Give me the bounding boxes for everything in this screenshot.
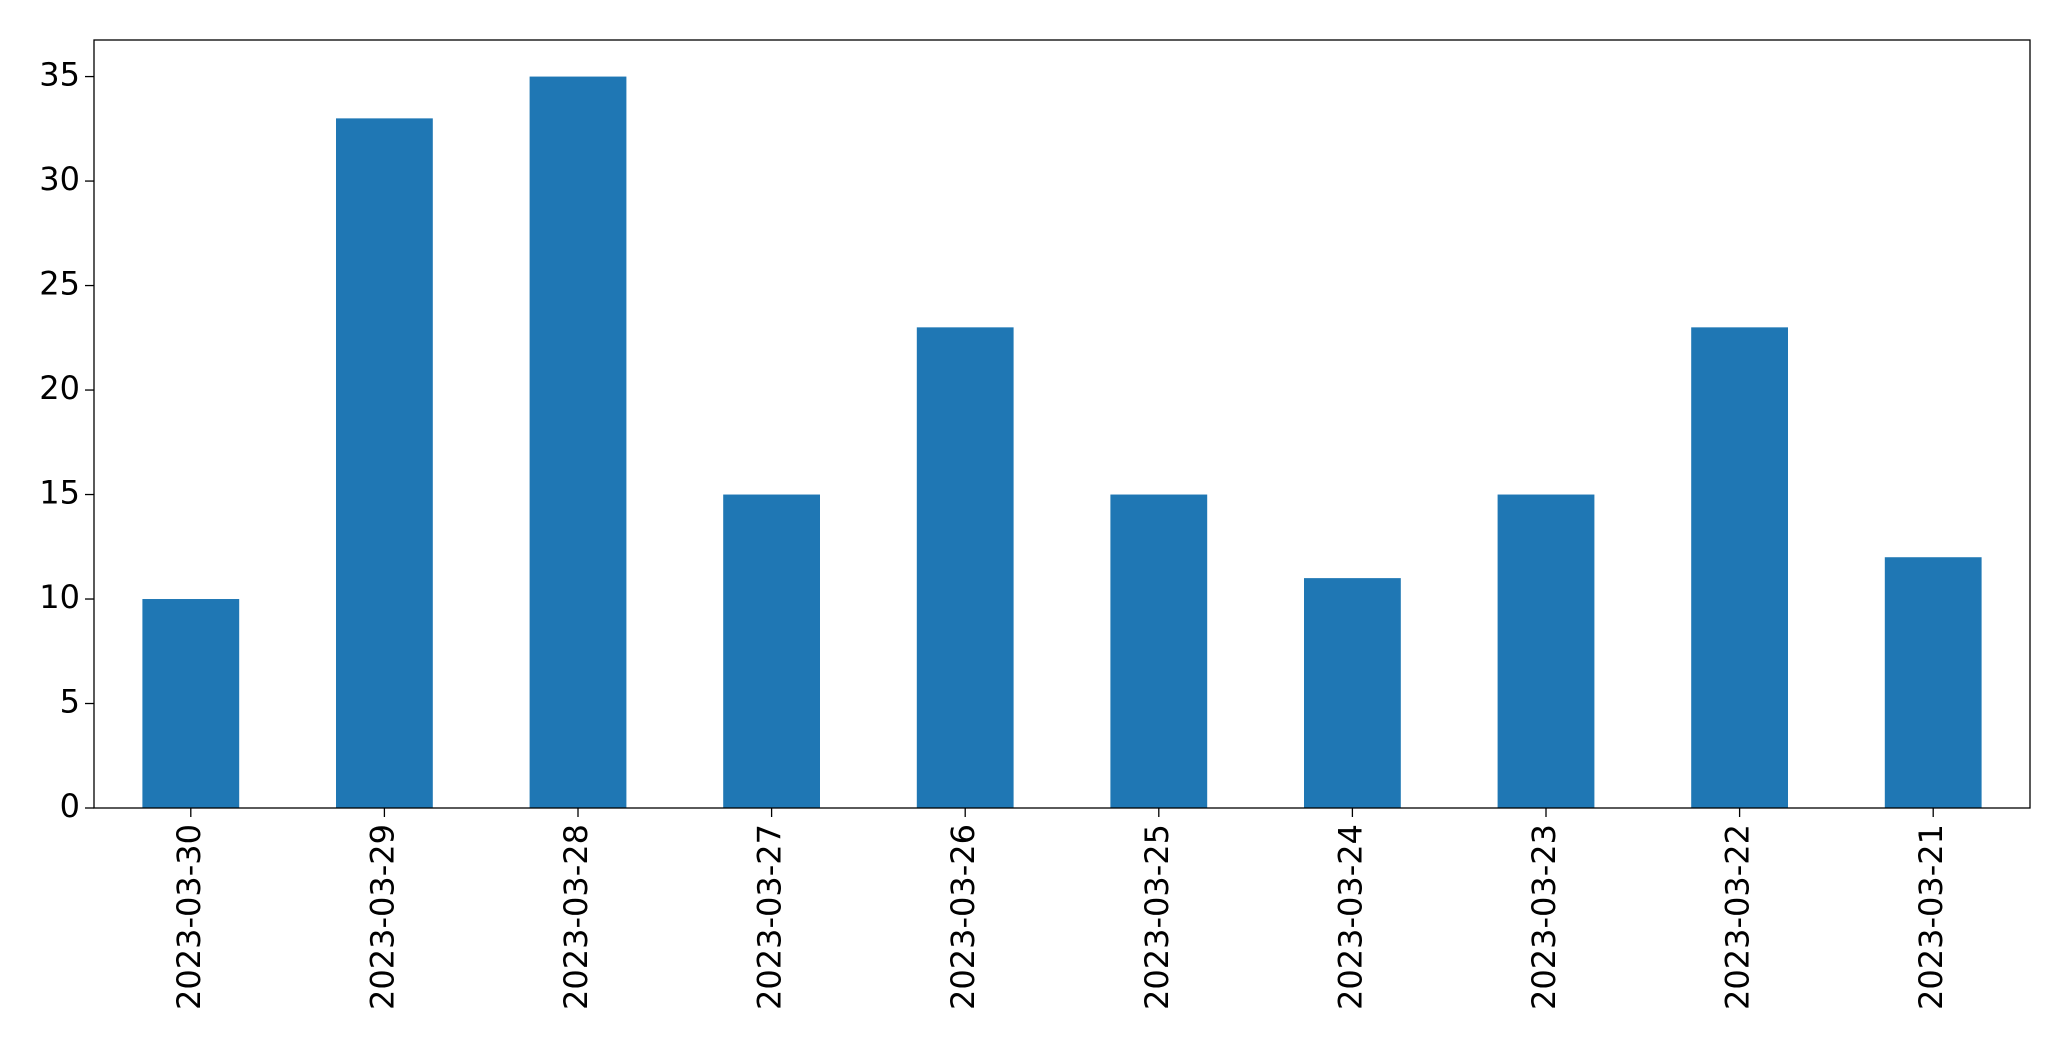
bar: [336, 118, 433, 808]
bar: [916, 327, 1014, 808]
x-tick-label: 2023-03-25: [1138, 824, 1176, 1010]
bar: [1304, 578, 1401, 808]
bar: [529, 76, 627, 809]
bar: [723, 494, 820, 808]
bar: [1884, 557, 1982, 808]
y-tick-label: 5: [60, 683, 80, 721]
y-tick-label: 30: [39, 160, 80, 198]
bar: [1110, 494, 1208, 808]
bar: [142, 599, 240, 808]
y-tick-label: 15: [39, 474, 80, 512]
x-tick-label: 2023-03-23: [1525, 824, 1563, 1010]
y-tick-label: 35: [39, 56, 80, 94]
x-tick-label: 2023-03-30: [170, 824, 208, 1010]
y-tick-label: 25: [39, 265, 80, 303]
x-tick-label: 2023-03-29: [363, 824, 401, 1010]
x-tick-label: 2023-03-26: [944, 824, 982, 1010]
x-tick-label: 2023-03-24: [1331, 824, 1369, 1010]
plot-frame: [93, 39, 2031, 809]
x-tick-label: 2023-03-28: [557, 824, 595, 1010]
x-tick-label: 2023-03-22: [1719, 824, 1757, 1010]
bar: [1497, 494, 1595, 808]
y-tick-label: 10: [39, 578, 80, 616]
x-tick-label: 2023-03-21: [1912, 824, 1950, 1010]
bar: [1691, 327, 1788, 808]
x-tick-label: 2023-03-27: [751, 824, 789, 1010]
y-tick-label: 20: [39, 369, 80, 407]
y-tick-label: 0: [60, 787, 80, 825]
